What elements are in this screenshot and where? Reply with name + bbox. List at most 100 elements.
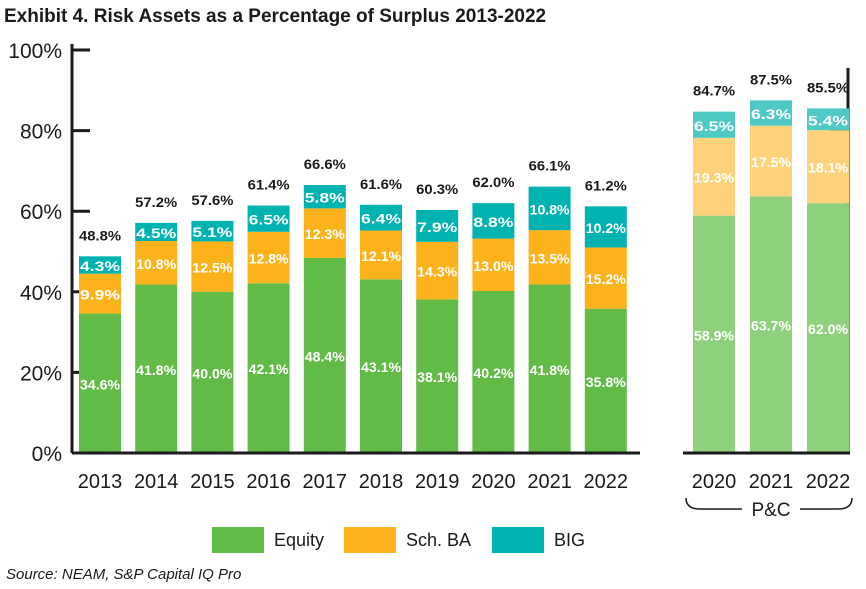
legend-swatch-equity — [212, 527, 264, 553]
bar-equity — [750, 196, 792, 453]
bar-big — [528, 186, 571, 231]
data-label-equity: 40.0% — [192, 365, 233, 381]
data-label-big: 5.8% — [305, 190, 346, 206]
bar-big — [584, 206, 627, 248]
x-tick-label: 2015 — [190, 471, 235, 493]
data-label-sch-ba: 13.5% — [530, 250, 571, 266]
bar-equity — [472, 290, 515, 453]
data-label-equity: 34.6% — [80, 376, 121, 392]
data-label-equity: 48.4% — [305, 348, 346, 364]
y-tick-label: 40% — [20, 282, 62, 305]
data-label-sch-ba: 19.3% — [694, 170, 735, 186]
legend-label-sch-ba: Sch. BA — [406, 529, 472, 550]
bar-equity — [416, 299, 459, 453]
legend-swatch-sch-ba — [344, 527, 396, 553]
total-label: 48.8% — [79, 227, 122, 243]
data-label-sch-ba: 18.1% — [808, 160, 849, 176]
data-labels: 34.6% 9.9% 4.3% 48.8% 41.8% 10.8% 4.5% 57.2% 40.… — [79, 71, 850, 392]
bar-sch-ba — [247, 231, 290, 284]
x-tick-label: 2016 — [246, 471, 291, 493]
data-label-equity: 41.8% — [136, 362, 177, 378]
x-tick-label: 2020 — [471, 471, 516, 493]
bar-big — [135, 222, 178, 242]
data-label-big: 10.8% — [530, 201, 571, 217]
bar-big — [693, 111, 735, 138]
total-label: 66.6% — [304, 156, 347, 172]
bar-big — [472, 203, 515, 239]
bar-equity — [693, 215, 735, 453]
data-label-big: 5.1% — [192, 224, 233, 240]
bar-sch-ba — [807, 130, 849, 204]
bar-sch-ba — [191, 241, 234, 292]
data-label-equity: 63.7% — [751, 318, 792, 334]
legend-item-big: BIG — [492, 527, 585, 553]
data-label-big: 6.5% — [694, 118, 735, 134]
bar-big — [79, 256, 121, 274]
x-tick-label: 2022 — [584, 471, 629, 493]
bar-big — [247, 205, 290, 232]
bar-equity — [247, 283, 290, 453]
bar-equity — [135, 284, 178, 453]
x-axis: 2013 2014 2015 2016 2017 2018 2019 2020 2021 2022… — [72, 451, 853, 521]
total-label: 85.5% — [807, 79, 850, 95]
y-tick-label: 100% — [8, 40, 62, 63]
bar-equity — [191, 291, 234, 453]
data-label-sch-ba: 12.3% — [305, 226, 346, 242]
bar-equity — [584, 308, 627, 453]
data-label-sch-ba: 13.0% — [473, 258, 514, 274]
data-label-sch-ba: 12.8% — [249, 251, 290, 267]
bar-sch-ba — [750, 125, 792, 197]
y-tick-label: 60% — [20, 201, 62, 224]
x-tick-label: 2021 — [527, 471, 572, 493]
total-label: 87.5% — [750, 71, 793, 87]
bar-equity — [528, 284, 571, 453]
data-label-sch-ba: 10.8% — [136, 256, 177, 272]
data-label-big: 6.5% — [249, 212, 290, 228]
data-label-big: 6.3% — [751, 106, 792, 122]
bar-big — [416, 209, 459, 242]
total-label: 61.2% — [585, 177, 628, 193]
bar-big — [807, 108, 849, 131]
x-tick-label: 2020 — [692, 471, 737, 493]
data-label-big: 4.5% — [136, 225, 177, 241]
legend: Equity Sch. BA BIG — [0, 527, 866, 557]
bar-equity — [360, 279, 402, 453]
data-label-sch-ba: 17.5% — [751, 154, 792, 170]
data-label-big: 10.2% — [586, 220, 627, 236]
chart-title: Exhibit 4. Risk Assets as a Percentage o… — [4, 6, 547, 27]
y-tick-label: 0% — [32, 443, 62, 466]
bar-big — [750, 100, 792, 126]
pc-group-label: P&C — [751, 500, 790, 521]
y-tick-label: 20% — [20, 362, 62, 385]
data-label-sch-ba: 15.2% — [586, 271, 627, 287]
data-label-equity: 58.9% — [694, 327, 735, 343]
total-label: 57.2% — [135, 194, 178, 210]
total-label: 57.6% — [191, 192, 234, 208]
x-tick-label: 2014 — [134, 471, 179, 493]
total-label: 61.6% — [360, 176, 403, 192]
data-label-equity: 42.1% — [249, 361, 290, 377]
y-tick-label: 80% — [20, 121, 62, 144]
data-label-sch-ba: 9.9% — [80, 287, 121, 303]
bar-sch-ba — [693, 137, 735, 216]
legend-item-equity: Equity — [212, 527, 324, 553]
x-tick-label: 2018 — [359, 471, 404, 493]
data-label-equity: 41.8% — [530, 362, 571, 378]
legend-item-sch-ba: Sch. BA — [344, 527, 471, 553]
data-label-equity: 40.2% — [473, 365, 514, 381]
x-tick-label: 2019 — [415, 471, 460, 493]
bar-sch-ba — [303, 208, 346, 258]
legend-swatch-big — [492, 527, 544, 553]
data-label-sch-ba: 12.5% — [192, 260, 233, 276]
data-label-equity: 43.1% — [361, 359, 402, 375]
bar-equity — [79, 313, 121, 453]
data-label-big: 5.4% — [808, 112, 849, 128]
data-label-equity: 38.1% — [417, 369, 458, 385]
pc-group-bracket — [685, 497, 853, 510]
x-tick-label: 2021 — [749, 471, 794, 493]
data-label-big: 8.8% — [473, 214, 514, 230]
data-label-sch-ba: 12.1% — [361, 248, 402, 264]
bar-sch-ba — [416, 241, 459, 300]
x-tick-label: 2022 — [806, 471, 851, 493]
